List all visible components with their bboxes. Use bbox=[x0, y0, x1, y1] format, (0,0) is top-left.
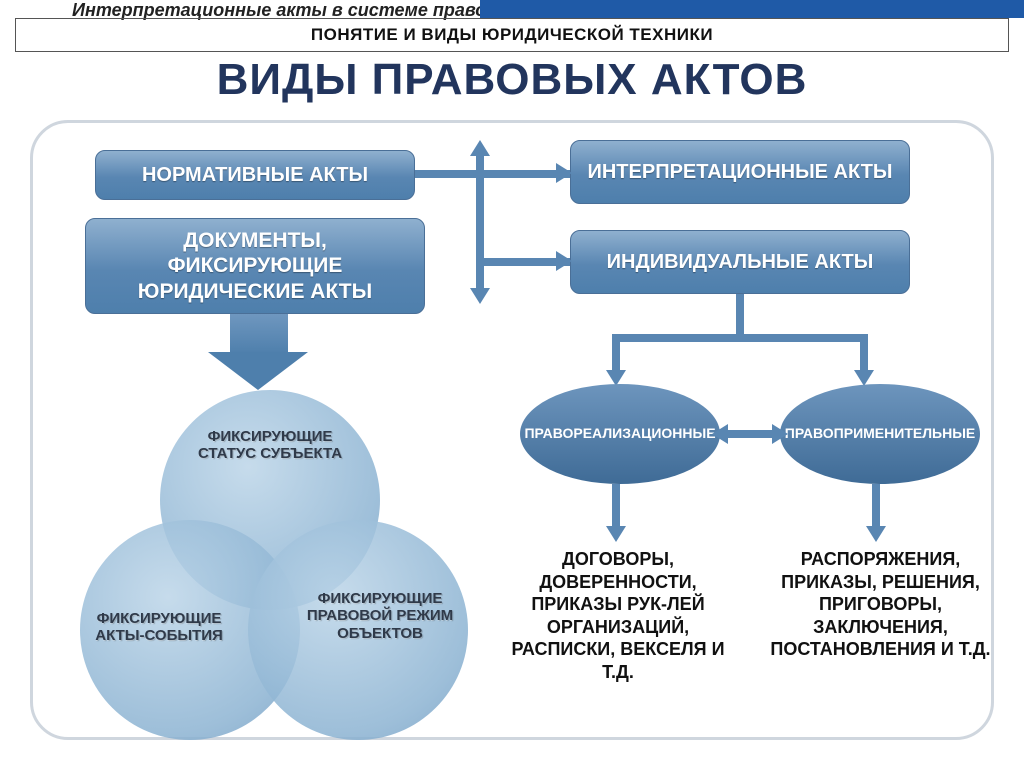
conn-indiv-down bbox=[736, 294, 744, 334]
venn-label-left: ФИКСИРУЮЩИЕ АКТЫ-СОБЫТИЯ bbox=[84, 610, 234, 645]
arrow-result-right bbox=[866, 526, 886, 542]
arrow-down-center bbox=[470, 288, 490, 304]
conn-top-horizontal bbox=[415, 170, 570, 178]
box-documents: ДОКУМЕНТЫ, ФИКСИРУЮЩИЕ ЮРИДИЧЕСКИЕ АКТЫ bbox=[85, 218, 425, 314]
venn-label-top: ФИКСИРУЮЩИЕ СТАТУС СУБЪЕКТА bbox=[185, 428, 355, 463]
conn-indiv-split bbox=[612, 334, 868, 342]
conn-ellipse-right-down bbox=[872, 484, 880, 528]
big-arrow-stem bbox=[230, 314, 288, 354]
header-title-box: ПОНЯТИЕ И ВИДЫ ЮРИДИЧЕСКОЙ ТЕХНИКИ bbox=[15, 18, 1009, 52]
arrow-ellipse-to-right bbox=[772, 424, 788, 444]
venn-label-right: ФИКСИРУЮЩИЕ ПРАВОВОЙ РЕЖИМ ОБЪЕКТОВ bbox=[300, 590, 460, 642]
arrow-up-center bbox=[470, 140, 490, 156]
conn-center-vertical bbox=[476, 152, 484, 292]
conn-ellipses-between bbox=[724, 430, 776, 438]
top-blue-bar bbox=[480, 0, 1024, 18]
result-right: РАСПОРЯЖЕНИЯ, ПРИКАЗЫ, РЕШЕНИЯ, ПРИГОВОР… bbox=[768, 548, 993, 661]
box-normative: НОРМАТИВНЫЕ АКТЫ bbox=[95, 150, 415, 200]
arrow-into-individual bbox=[556, 251, 572, 271]
box-individual: ИНДИВИДУАЛЬНЫЕ АКТЫ bbox=[570, 230, 910, 294]
ellipse-right: ПРАВОПРИМЕНИТЕЛЬНЫЕ bbox=[780, 384, 980, 484]
result-left: ДОГОВОРЫ, ДОВЕРЕННОСТИ, ПРИКАЗЫ РУК-ЛЕЙ … bbox=[498, 548, 738, 683]
conn-to-ellipse-left bbox=[612, 334, 620, 374]
conn-ellipse-left-down bbox=[612, 484, 620, 528]
arrow-into-interpretive bbox=[556, 163, 572, 183]
arrow-ellipse-to-left bbox=[712, 424, 728, 444]
arrow-result-left bbox=[606, 526, 626, 542]
diagram-stage: Интерпретационные акты в системе правовы… bbox=[0, 0, 1024, 767]
main-title: ВИДЫ ПРАВОВЫХ АКТОВ bbox=[0, 55, 1024, 105]
ellipse-left: ПРАВОРЕАЛИЗАЦИОННЫЕ bbox=[520, 384, 720, 484]
conn-to-ellipse-right bbox=[860, 334, 868, 374]
big-arrow-head bbox=[208, 352, 308, 390]
box-interpretive: ИНТЕРПРЕТАЦИОННЫЕ АКТЫ bbox=[570, 140, 910, 204]
